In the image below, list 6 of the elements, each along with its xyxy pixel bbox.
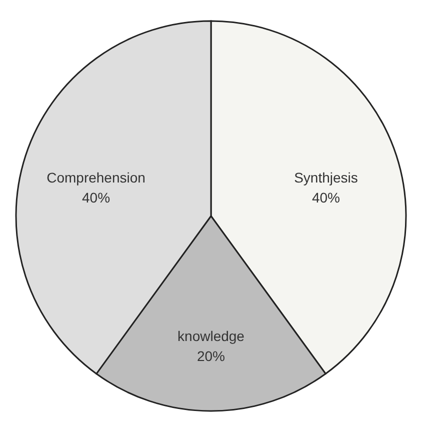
data-label: 40% xyxy=(312,190,340,206)
slice-label: knowledge xyxy=(178,328,245,344)
data-label: 40% xyxy=(82,190,110,206)
data-label: 20% xyxy=(196,348,226,364)
slice-label: Synthjesis xyxy=(294,170,358,186)
slice-label: Comprehension xyxy=(46,170,146,186)
